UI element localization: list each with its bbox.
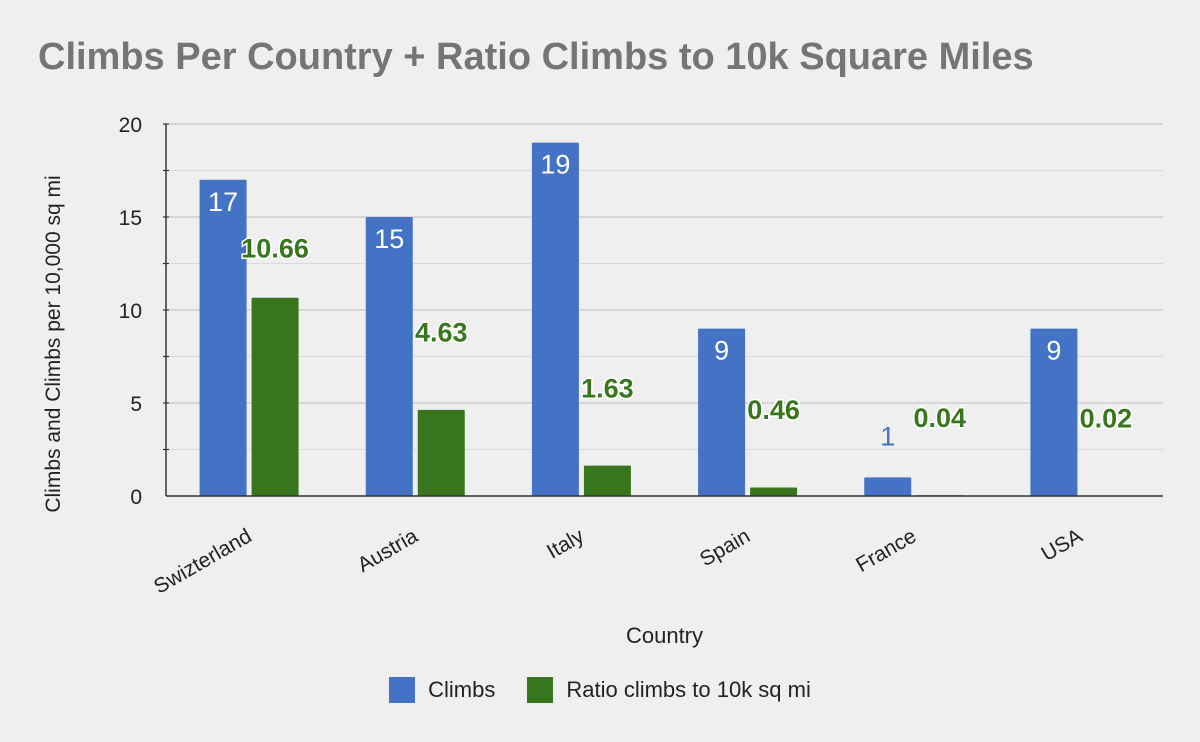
x-tick-label: France bbox=[852, 524, 920, 577]
x-axis-title: Country bbox=[626, 623, 703, 648]
data-label-climbs: 1 bbox=[880, 421, 895, 451]
data-label-climbs: 9 bbox=[714, 336, 729, 366]
bar-ratio bbox=[251, 297, 299, 496]
data-label-climbs: 19 bbox=[540, 150, 570, 180]
data-label-climbs: 9 bbox=[1046, 336, 1061, 366]
data-label-ratio: 1.63 bbox=[581, 373, 634, 403]
legend-swatch-climbs bbox=[389, 677, 416, 703]
data-label-ratio: 0.04 bbox=[913, 403, 966, 433]
bar-climbs bbox=[1030, 328, 1078, 496]
legend: Climbs Ratio climbs to 10k sq mi bbox=[0, 677, 1200, 703]
bar-climbs bbox=[531, 142, 579, 496]
bar-ratio bbox=[417, 409, 465, 496]
bar-climbs bbox=[698, 328, 746, 496]
data-label-ratio: 10.66 bbox=[241, 234, 309, 264]
y-tick-label: 20 bbox=[119, 114, 142, 137]
bar-ratio bbox=[583, 465, 631, 496]
bar-climbs bbox=[365, 217, 413, 496]
bar-ratio bbox=[750, 487, 798, 496]
x-tick-label: USA bbox=[1038, 524, 1087, 566]
legend-label-ratio: Ratio climbs to 10k sq mi bbox=[566, 677, 811, 702]
y-tick-label: 0 bbox=[130, 486, 142, 509]
x-tick-label: Swizterland bbox=[150, 524, 256, 598]
data-label-climbs: 15 bbox=[374, 224, 404, 254]
y-axis-title: Climbs and Climbs per 10,000 sq mi bbox=[42, 175, 65, 512]
legend-label-climbs: Climbs bbox=[428, 677, 496, 702]
bar-climbs bbox=[864, 477, 912, 496]
data-label-ratio: 4.63 bbox=[415, 318, 468, 348]
chart-title: Climbs Per Country + Ratio Climbs to 10k… bbox=[38, 36, 1034, 78]
y-tick-label: 5 bbox=[130, 393, 142, 416]
data-label-climbs: 17 bbox=[208, 187, 238, 217]
x-tick-label: Austria bbox=[354, 524, 422, 577]
x-tick-label: Spain bbox=[696, 524, 754, 571]
y-tick-label: 10 bbox=[119, 300, 142, 323]
data-label-ratio: 0.02 bbox=[1080, 403, 1133, 433]
legend-item-ratio: Ratio climbs to 10k sq mi bbox=[527, 677, 811, 703]
legend-swatch-ratio bbox=[527, 677, 554, 703]
x-tick-label: Italy bbox=[543, 524, 588, 563]
bar-climbs bbox=[199, 179, 247, 497]
legend-item-climbs: Climbs bbox=[389, 677, 495, 703]
y-tick-label: 15 bbox=[119, 207, 142, 230]
data-label-ratio: 0.46 bbox=[747, 395, 800, 425]
